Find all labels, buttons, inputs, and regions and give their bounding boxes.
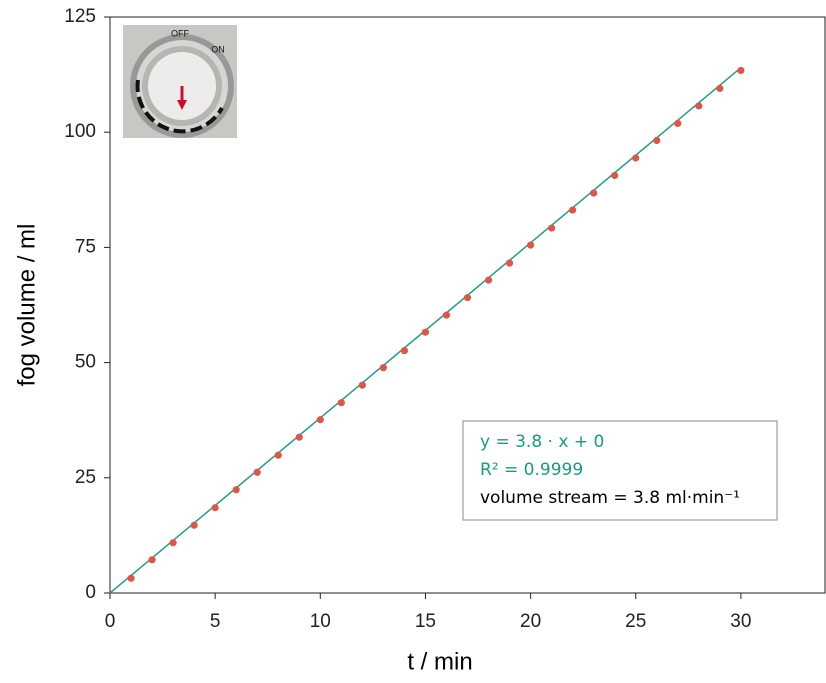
x-tick-label: 30 — [730, 611, 751, 632]
data-point — [590, 189, 598, 197]
data-point — [400, 347, 409, 355]
data-point — [569, 206, 577, 214]
data-point — [190, 521, 198, 529]
data-point — [716, 84, 724, 93]
y-tick-label: 75 — [75, 236, 96, 257]
annotation-box — [462, 420, 778, 521]
x-axis-label: t / min — [407, 648, 472, 675]
data-point — [316, 416, 324, 424]
data-point — [148, 556, 156, 564]
inset-photo: OFF ON — [123, 25, 237, 138]
data-point — [526, 241, 535, 249]
data-point — [253, 468, 261, 476]
data-point — [611, 171, 619, 180]
y-tick-label: 100 — [64, 121, 96, 142]
x-tick-label: 5 — [210, 611, 221, 632]
y-tick-label: 0 — [85, 582, 96, 603]
data-point — [421, 328, 430, 336]
data-point — [632, 154, 640, 162]
data-point — [548, 224, 556, 232]
data-point — [505, 259, 514, 267]
data-point — [442, 311, 451, 319]
x-tick-label: 15 — [415, 611, 436, 632]
data-point — [653, 136, 661, 145]
data-point — [232, 486, 240, 494]
x-tick-label: 10 — [310, 611, 331, 632]
annotation: R² = 0.9999 — [480, 460, 583, 480]
data-point — [169, 539, 177, 547]
annotation: y = 3.8 · x + 0 — [480, 432, 604, 452]
data-point — [463, 294, 472, 302]
data-point — [295, 433, 303, 441]
data-point — [674, 119, 682, 128]
y-tick-label: 50 — [75, 352, 96, 373]
data-point — [337, 399, 345, 407]
x-tick-label: 25 — [625, 611, 646, 632]
y-axis-label: fog volume / ml — [13, 224, 40, 387]
data-point — [358, 381, 366, 389]
plot-frame — [109, 16, 826, 594]
data-point — [211, 504, 219, 512]
data-point — [379, 364, 387, 372]
data-point — [695, 102, 703, 110]
y-tick-label: 125 — [64, 6, 96, 27]
annotation: volume stream = 3.8 ml·min⁻¹ — [480, 488, 740, 508]
y-tick-label: 25 — [75, 467, 96, 488]
x-tick-label: 0 — [105, 611, 116, 632]
data-point — [127, 574, 135, 582]
inset-label: ON — [211, 44, 225, 54]
inset-label: OFF — [171, 28, 189, 38]
data-point — [737, 66, 745, 75]
data-point — [274, 451, 282, 459]
data-point — [484, 276, 493, 284]
x-tick-label: 20 — [520, 611, 541, 632]
